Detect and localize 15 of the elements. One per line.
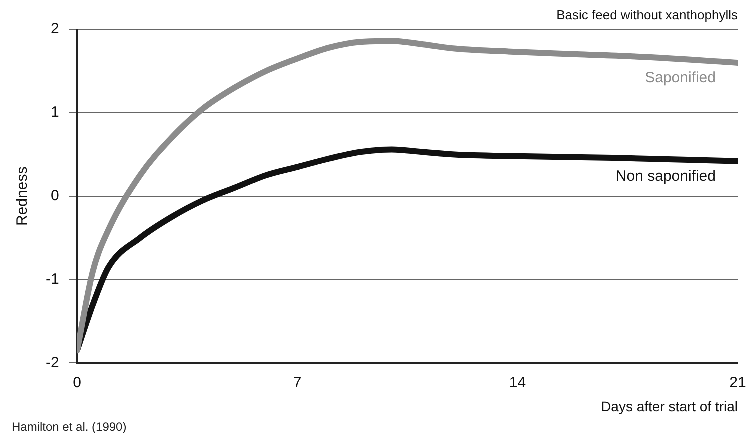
y-tick-label: 0	[50, 188, 60, 205]
y-axis-title: Redness	[14, 166, 32, 226]
x-tick-label: 14	[509, 374, 526, 392]
x-tick-label: 0	[73, 374, 82, 392]
x-tick-label: 7	[293, 374, 302, 392]
chart-title: Basic feed without xanthophylls	[556, 7, 738, 22]
y-tick-label: -1	[46, 270, 60, 288]
y-tick-label: -2	[46, 354, 60, 372]
y-tick-label: 2	[50, 20, 60, 38]
x-axis-title: Days after start of trial	[601, 398, 738, 414]
series-label: Saponified	[645, 70, 716, 87]
series-label: Non saponified	[616, 168, 716, 186]
text: Hamilton et al. (1990)	[12, 420, 127, 434]
x-tick-label: 21	[730, 374, 746, 392]
y-tick-label: 1	[50, 104, 60, 122]
